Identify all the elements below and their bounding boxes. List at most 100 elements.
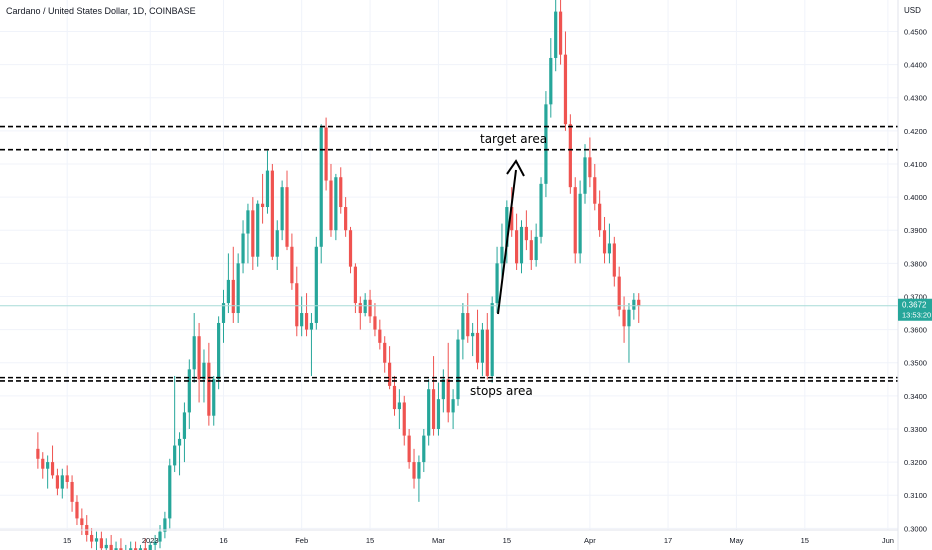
candle-body: [368, 299, 372, 317]
candle: [319, 124, 323, 264]
candle-body: [588, 157, 592, 178]
candle-body: [441, 379, 445, 400]
candle: [378, 319, 382, 350]
candle: [363, 293, 367, 317]
candle: [422, 428, 426, 473]
candle-body: [163, 518, 167, 532]
price-tick-label: 0.3300: [904, 425, 927, 434]
candle: [334, 173, 338, 241]
price-tick-label: 0.3600: [904, 326, 927, 335]
candle: [163, 511, 167, 539]
price-tick-label: 0.4300: [904, 94, 927, 103]
candle-body: [417, 462, 421, 479]
candle-body: [495, 263, 499, 304]
candle: [588, 137, 592, 188]
price-axis[interactable]: 0.4500 0.4400 0.4300 0.4200 0.4100 0.4000 0.39…: [904, 27, 927, 533]
candle-body: [187, 369, 191, 413]
candle-body: [158, 531, 162, 542]
candle: [412, 448, 416, 489]
candle-body: [133, 548, 138, 550]
candlestick-series: [36, 0, 641, 550]
candle: [529, 230, 533, 270]
candle-body: [373, 316, 377, 330]
candle-body: [153, 541, 157, 545]
candle-body: [383, 342, 387, 363]
candle-body: [427, 389, 431, 436]
candle-body: [456, 339, 460, 400]
candle-body: [270, 170, 274, 257]
price-tick-label: 0.3000: [904, 524, 927, 533]
candle-body: [563, 54, 568, 125]
time-tick-label: 15: [503, 536, 511, 545]
candle-body: [344, 207, 348, 231]
price-tick-label: 0.4200: [904, 127, 927, 136]
candle-body: [280, 187, 284, 231]
candle: [549, 38, 553, 118]
candle-body: [94, 538, 99, 542]
price-tick-label: 0.4400: [904, 61, 927, 70]
candle: [231, 246, 235, 323]
candle-body: [593, 177, 597, 204]
candle: [207, 342, 211, 426]
candle: [275, 220, 279, 270]
candle-body: [431, 389, 436, 429]
candle-body: [339, 177, 343, 208]
candle-body: [407, 435, 411, 463]
candle: [90, 528, 94, 549]
candle: [598, 190, 602, 237]
candle: [539, 177, 543, 244]
candle-body: [451, 399, 455, 413]
candle-body: [231, 279, 235, 314]
candle: [285, 170, 289, 251]
candle-body: [70, 481, 74, 502]
candle-body: [446, 379, 450, 413]
time-tick-label: 16: [219, 536, 227, 545]
candle: [466, 293, 470, 343]
candle: [125, 544, 127, 550]
current-price-value: 0.3672: [902, 301, 927, 310]
candle: [505, 200, 509, 264]
candle-body: [539, 183, 543, 237]
candle-body: [207, 362, 211, 416]
time-axis[interactable]: 15202316Feb15Mar15Apr17May15Jun15Jul17Au…: [63, 536, 932, 545]
candle: [70, 475, 74, 512]
candle: [344, 197, 348, 237]
candle-body: [202, 362, 206, 380]
candle-body: [300, 313, 304, 327]
candle-body: [334, 177, 338, 231]
candle-body: [436, 399, 441, 429]
price-tick-label: 0.3100: [904, 491, 927, 500]
candle-body: [471, 332, 475, 337]
candle-body: [129, 548, 133, 550]
candle: [168, 458, 172, 529]
candle-body: [295, 283, 299, 327]
candle: [41, 452, 45, 479]
candle-body: [524, 226, 528, 241]
candle: [265, 150, 270, 214]
time-tick-label: Jun: [882, 536, 894, 545]
candle-body: [388, 362, 392, 386]
candle-body: [275, 230, 279, 257]
candle-body: [212, 379, 216, 416]
candle-body: [510, 207, 514, 231]
candle: [632, 293, 636, 320]
candle-body: [36, 448, 40, 459]
time-tick-label: Feb: [295, 536, 308, 545]
candle-body: [256, 203, 260, 257]
candle-body: [90, 534, 94, 542]
candle-body: [197, 336, 201, 380]
candle-body: [217, 322, 221, 380]
time-tick-label: 15: [366, 536, 374, 545]
candle-body: [324, 127, 328, 181]
candle-body: [246, 210, 250, 234]
price-tick-label: 0.3700: [904, 292, 927, 301]
candle-body: [114, 548, 118, 550]
candle-body: [226, 279, 230, 304]
candle: [612, 236, 616, 287]
candle-body: [80, 518, 84, 526]
time-tick-label: Mar: [432, 536, 445, 545]
candle-body: [182, 412, 187, 439]
target-area-label: target area: [480, 132, 548, 146]
candle: [446, 342, 450, 423]
